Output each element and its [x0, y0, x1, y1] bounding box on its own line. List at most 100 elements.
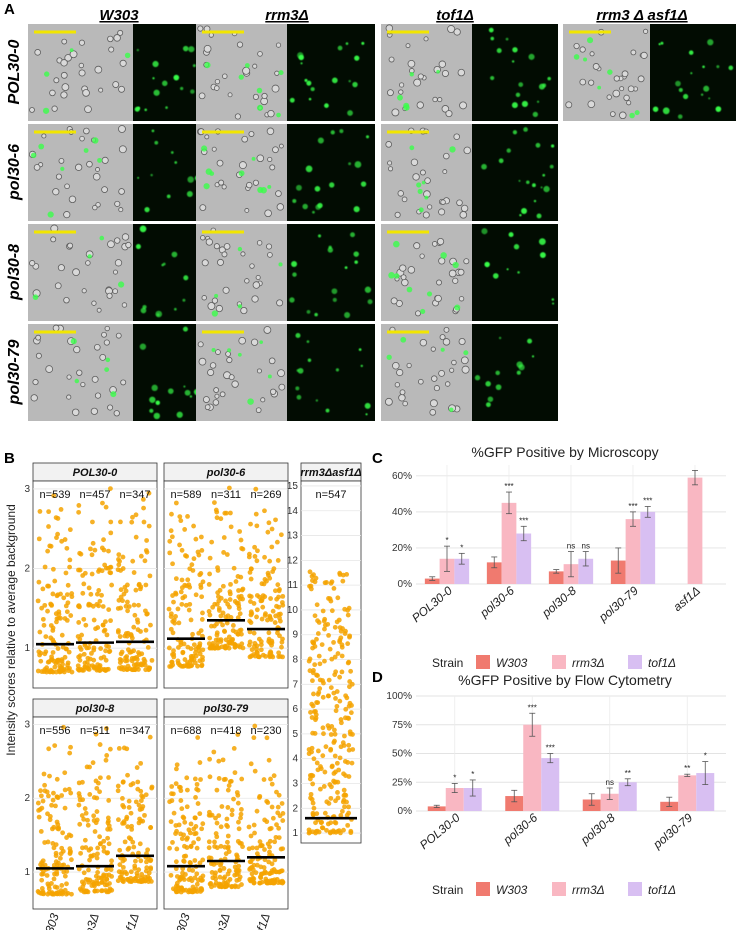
gfp-signal — [715, 106, 722, 112]
data-point — [118, 587, 124, 593]
data-point — [267, 844, 272, 850]
y-tick-label: 8 — [292, 655, 298, 666]
data-point — [109, 582, 115, 588]
gfp-signal — [682, 93, 689, 100]
gfp-signal — [139, 225, 147, 233]
x-tick-label: W303 — [39, 911, 62, 930]
data-point — [139, 793, 145, 799]
yeast-cell — [399, 389, 406, 396]
yeast-cell — [255, 407, 262, 414]
data-point — [184, 775, 190, 781]
data-point — [187, 860, 193, 865]
data-point — [84, 888, 89, 894]
data-point — [247, 570, 253, 575]
yeast-cell — [264, 209, 272, 218]
data-point — [322, 626, 327, 632]
data-point — [207, 635, 213, 641]
data-point — [146, 490, 152, 496]
data-point — [197, 651, 203, 657]
yeast-cell — [118, 188, 125, 195]
data-point — [170, 561, 175, 567]
data-point — [322, 810, 328, 816]
gfp-cell — [74, 378, 80, 384]
data-point — [316, 829, 322, 835]
data-point — [266, 520, 272, 526]
data-point — [173, 500, 179, 506]
data-point — [324, 827, 329, 833]
data-point — [187, 566, 193, 572]
yeast-cell — [627, 85, 635, 93]
data-point — [50, 591, 56, 597]
data-point — [103, 504, 109, 510]
data-point — [332, 753, 338, 759]
data-point — [41, 622, 47, 628]
yeast-cell — [460, 356, 469, 365]
data-point — [175, 885, 181, 891]
data-point — [200, 877, 205, 883]
data-point — [280, 602, 286, 608]
gfp-signal — [675, 80, 681, 87]
data-point — [209, 539, 215, 545]
legend-title: Strain — [432, 883, 463, 897]
yeast-cell — [199, 204, 207, 211]
yeast-cell — [119, 59, 127, 67]
gfp-signal — [708, 97, 711, 100]
data-point — [146, 523, 152, 529]
data-point — [138, 584, 144, 590]
data-point — [338, 744, 344, 750]
data-point — [182, 657, 188, 662]
data-point — [124, 816, 129, 822]
data-point — [190, 889, 195, 895]
yeast-cell — [52, 188, 60, 196]
yeast-cell — [437, 97, 443, 103]
bar — [548, 571, 564, 584]
data-point — [143, 792, 149, 798]
data-point — [231, 565, 237, 571]
yeast-cell — [385, 141, 393, 148]
data-point — [274, 603, 279, 609]
yeast-cell — [271, 84, 280, 93]
data-point — [198, 777, 203, 782]
data-point — [173, 781, 179, 787]
gfp-signal — [728, 65, 734, 71]
data-point — [315, 673, 320, 678]
data-point — [90, 663, 95, 669]
yeast-cell — [241, 135, 249, 143]
data-point — [79, 813, 85, 818]
data-point — [177, 542, 182, 548]
facet-title: rrm3Δasf1Δ — [300, 467, 361, 479]
data-point — [120, 802, 126, 808]
data-point — [227, 779, 233, 784]
data-point — [98, 888, 104, 894]
data-point — [269, 781, 275, 787]
data-point — [96, 588, 102, 593]
data-point — [348, 668, 354, 674]
yeast-cell — [242, 66, 251, 75]
yeast-cell — [66, 394, 72, 400]
y-tick-label: 2 — [24, 564, 30, 575]
yeast-cell — [445, 110, 453, 118]
data-point — [236, 819, 241, 825]
y-tick-label: 2 — [292, 803, 298, 814]
data-point — [49, 802, 54, 808]
bar — [424, 578, 440, 584]
data-point — [125, 772, 130, 778]
data-point — [99, 592, 104, 598]
data-point — [86, 847, 92, 853]
data-point — [260, 604, 266, 610]
yeast-cell — [86, 160, 93, 168]
data-point — [334, 760, 340, 766]
gfp-channel-image — [472, 324, 558, 421]
data-point — [220, 583, 226, 589]
data-point — [349, 760, 355, 766]
data-point — [94, 880, 100, 886]
y-tick-label: 60% — [392, 471, 412, 482]
data-point — [179, 887, 185, 892]
yeast-cell — [99, 353, 107, 361]
data-point — [95, 662, 101, 668]
y-tick-label: 14 — [287, 506, 299, 517]
gfp-signal — [156, 313, 160, 317]
data-point — [189, 562, 195, 568]
yeast-cell — [114, 200, 121, 207]
data-point — [179, 601, 185, 607]
